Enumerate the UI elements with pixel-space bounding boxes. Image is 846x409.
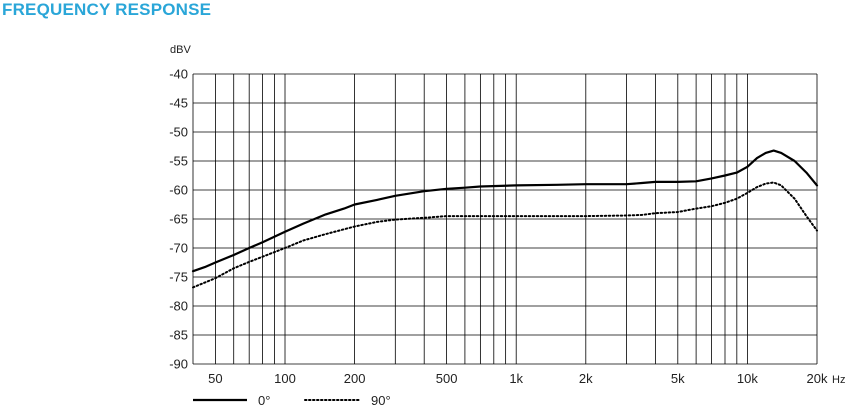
y-tick-label: -55 — [169, 154, 188, 169]
x-tick-label: 200 — [344, 371, 366, 386]
y-tick-label: -45 — [169, 96, 188, 111]
x-tick-label: 100 — [274, 371, 296, 386]
y-tick-label: -40 — [169, 67, 188, 82]
y-tick-label: -65 — [169, 212, 188, 227]
x-tick-label: 20k — [807, 371, 828, 386]
y-tick-label: -80 — [169, 299, 188, 314]
x-tick-label: 500 — [436, 371, 458, 386]
x-tick-label: 10k — [737, 371, 758, 386]
chart-title: FREQUENCY RESPONSE — [2, 0, 212, 19]
y-tick-label: -75 — [169, 270, 188, 285]
y-tick-label: -60 — [169, 183, 188, 198]
y-tick-label: -90 — [169, 357, 188, 372]
series-line-0 — [191, 149, 819, 273]
x-tick-label: 1k — [509, 371, 523, 386]
y-tick-label: -70 — [169, 241, 188, 256]
x-axis-unit: Hz — [832, 374, 845, 386]
x-tick-label: 50 — [208, 371, 222, 386]
series-line-90 — [192, 181, 818, 289]
x-tick-label: 5k — [671, 371, 685, 386]
y-axis-label: dBV — [170, 44, 191, 56]
legend-label-90: 90° — [371, 393, 391, 408]
x-tick-label: 2k — [579, 371, 593, 386]
y-tick-label: -50 — [169, 125, 188, 140]
y-tick-label: -85 — [169, 328, 188, 343]
legend-label-0: 0° — [258, 393, 270, 408]
